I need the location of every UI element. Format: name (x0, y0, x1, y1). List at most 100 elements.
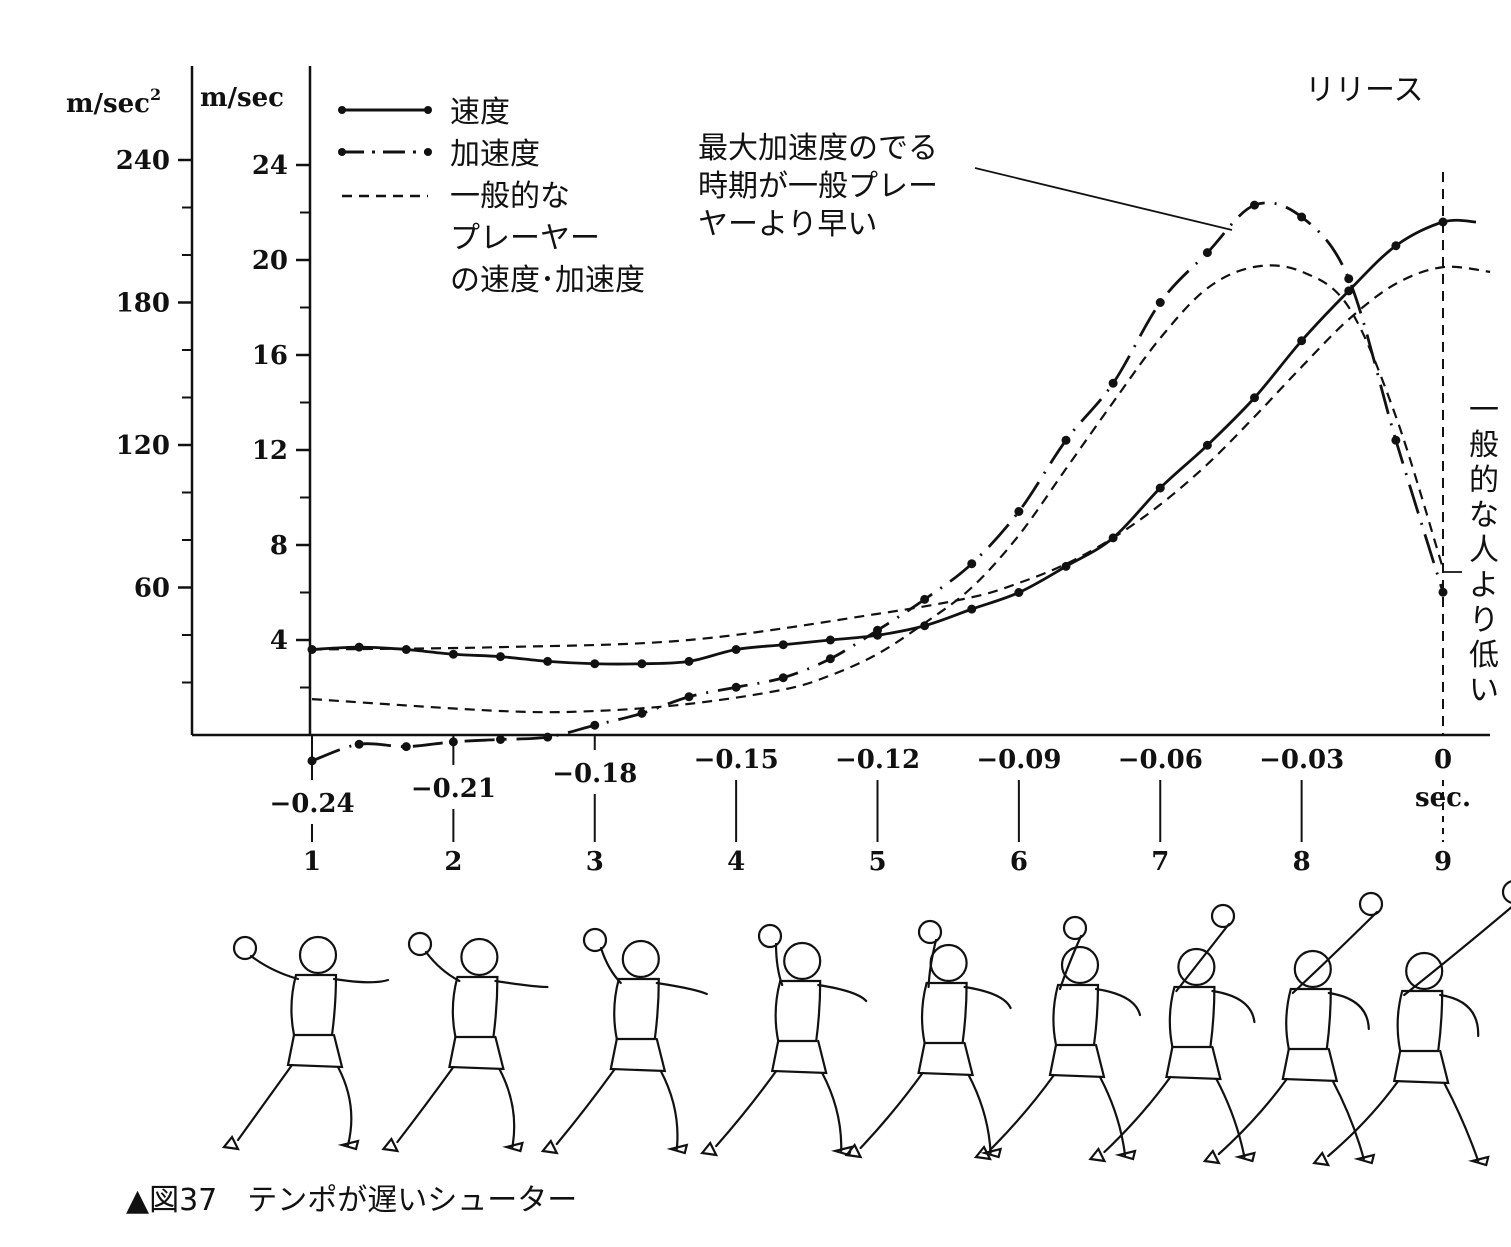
ball-icon (232, 935, 258, 961)
thrower-figure-3 (540, 927, 708, 1155)
head-icon (1293, 949, 1332, 989)
thrower-figure-9 (1312, 880, 1511, 1167)
front-shoe (1467, 1155, 1490, 1167)
throwing-arm (774, 942, 784, 987)
front-leg (967, 1073, 992, 1155)
series-1-point (1391, 435, 1401, 445)
thrower-figure-4 (700, 923, 868, 1157)
series-line-2 (311, 265, 1491, 651)
shorts-shape (1281, 1047, 1339, 1083)
thrower-figure-1 (221, 935, 390, 1151)
speed-tick-label: 8 (270, 531, 288, 561)
back-leg (1103, 1075, 1172, 1154)
series-1-point (731, 682, 741, 692)
series-1-point (1438, 587, 1448, 597)
legend: 速度 加速度 一般的な プレーヤー の速度･加速度 (338, 95, 645, 298)
series-0-point (1297, 336, 1307, 346)
torso-shape (920, 981, 968, 1045)
series-1-point (1250, 200, 1259, 210)
series-0-point (1202, 440, 1212, 450)
time-tick-label: −0.15 (694, 745, 779, 775)
shorts-shape (1392, 1049, 1450, 1085)
front-shoe (1234, 1151, 1256, 1163)
back-shoe (700, 1140, 719, 1157)
low-note-char: 低 (1469, 638, 1499, 673)
time-tick-label: −0.12 (835, 745, 920, 775)
accel-tick-label: 120 (116, 431, 170, 461)
series-0-point (1155, 483, 1165, 493)
thrower-figure-6 (973, 915, 1142, 1161)
ball-icon (1501, 880, 1511, 904)
free-arm (817, 983, 868, 1003)
legend-general-label-3: の速度･加速度 (450, 263, 645, 298)
series-0-point (590, 659, 600, 669)
low-note-char: 人 (1469, 533, 1499, 568)
frame-number: 3 (586, 847, 604, 877)
head-icon (298, 935, 338, 975)
low-note-char: り (1469, 603, 1499, 638)
torso-shape (1168, 985, 1216, 1049)
time-tick-label: −0.09 (976, 745, 1061, 775)
accel-tick-label: 240 (116, 146, 170, 176)
shorts-shape (770, 1039, 828, 1075)
frame-number: 7 (1151, 847, 1169, 877)
free-arm (1211, 989, 1256, 1024)
ball-icon (1210, 903, 1236, 929)
front-leg (498, 1067, 516, 1149)
low-note-char: 般 (1469, 428, 1499, 463)
series-0-point (496, 652, 505, 662)
low-note-char: い (1469, 673, 1499, 708)
throwing-arm (424, 950, 461, 983)
series-1-point (825, 654, 835, 664)
back-shoe (540, 1138, 559, 1155)
torso-shape (774, 979, 822, 1043)
series-1-point (873, 625, 882, 635)
back-leg (396, 1065, 455, 1144)
legend-general-label-2: プレーヤー (450, 221, 600, 256)
accel-axis-ticks: 240 180 120 60 (116, 146, 192, 684)
shorts-shape (609, 1037, 667, 1073)
series-0-point (778, 640, 788, 650)
series-1-point (496, 735, 505, 744)
series-0-point (684, 656, 694, 666)
ball-icon (757, 923, 783, 949)
front-leg (1215, 1077, 1246, 1159)
speed-tick-label: 16 (252, 341, 288, 371)
free-arm (1327, 991, 1370, 1031)
frame-number: 5 (868, 847, 886, 877)
release-label: リリース (1305, 73, 1424, 108)
series-0-point (825, 635, 835, 645)
free-arm (1094, 987, 1142, 1017)
series-0-point (1014, 588, 1024, 597)
throwing-arm (927, 938, 938, 989)
head-icon (929, 943, 968, 983)
series-1-point (1297, 212, 1307, 222)
back-leg (555, 1067, 616, 1146)
free-arm (1439, 993, 1480, 1038)
frame-number: 4 (727, 847, 745, 877)
time-tick-label: 0 (1434, 745, 1452, 775)
thrower-figure-2 (381, 931, 549, 1153)
peak-note-line-2: 時期が一般プレー (698, 169, 938, 204)
series-1-point (1108, 378, 1118, 388)
low-note-char: 一 (1469, 393, 1499, 428)
series-0-point (1438, 217, 1448, 227)
figure-caption: ▲図37 テンポが遅いシューター (126, 1183, 577, 1218)
speed-tick-label: 20 (252, 246, 288, 276)
accel-tick-label: 60 (134, 574, 170, 604)
back-leg (988, 1073, 1056, 1152)
speed-tick-label: 24 (252, 151, 288, 181)
front-leg (1098, 1075, 1127, 1157)
low-note-char: よ (1469, 568, 1499, 603)
back-shoe (1312, 1150, 1331, 1167)
series-1-point (967, 559, 977, 569)
legend-accel-dot-right (424, 148, 432, 156)
back-shoe (221, 1134, 240, 1151)
torso-shape (1052, 983, 1100, 1047)
series-0-point (731, 645, 741, 654)
series-1-point (543, 732, 553, 742)
free-arm (332, 977, 390, 984)
peak-note-line-3: ヤーより早い (698, 207, 877, 242)
